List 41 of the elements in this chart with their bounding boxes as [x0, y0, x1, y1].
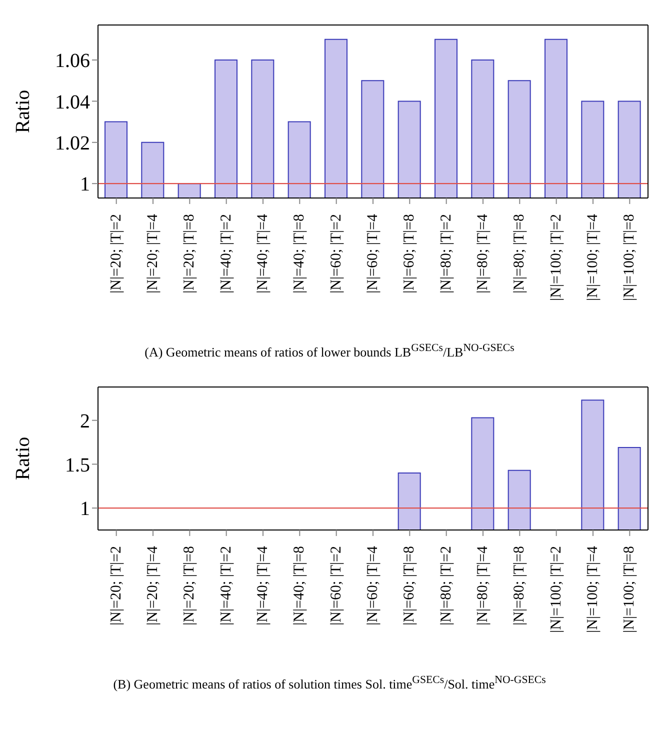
x-tick-label: |N|=40; |T|=4: [255, 546, 271, 626]
x-tick-label: |N|=100; |T|=4: [585, 214, 601, 301]
x-tick-label: |N|=20; |T|=2: [108, 546, 124, 626]
y-axis-title: Ratio: [12, 437, 34, 480]
x-tick-label: |N|=60; |T|=4: [365, 546, 381, 626]
x-tick-label: |N|=80; |T|=2: [438, 546, 454, 626]
y-tick-label: 1.02: [55, 132, 90, 154]
x-tick-label: |N|=100; |T|=2: [548, 546, 564, 634]
y-tick-label: 1.5: [65, 454, 90, 477]
x-tick-label: |N|=60; |T|=8: [402, 546, 418, 626]
x-tick-label: |N|=40; |T|=4: [255, 214, 271, 294]
text: (B) Geometric means of ratios of solution times Sol. time$^{GSECs}$/Sol. time$^{NO-GSECs}$: [112, 674, 547, 693]
y-axis-title: Ratio: [12, 90, 34, 134]
x-tick-label: |N|=60; |T|=8: [402, 214, 418, 294]
x-tick-label: |N|=100; |T|=4: [585, 546, 601, 634]
y-tick-label: 1.04: [55, 91, 90, 114]
x-tick-label: |N|=20; |T|=4: [145, 546, 161, 626]
x-tick-label: |N|=80; |T|=4: [475, 546, 491, 626]
x-tick-label: |N|=100; |T|=8: [622, 214, 638, 301]
x-tick-label: |N|=80; |T|=4: [475, 214, 491, 294]
x-tick-label: |N|=20; |T|=4: [145, 214, 161, 294]
x-tick-label: |N|=80; |T|=8: [512, 546, 528, 626]
x-tick-label: |N|=20; |T|=8: [182, 214, 198, 294]
x-tick-label: |N|=20; |T|=8: [182, 546, 198, 626]
x-tick-label: |N|=60; |T|=4: [365, 214, 381, 294]
y-tick-label: 1.06: [55, 50, 90, 72]
text: (A) Geometric means of ratios of lower bounds LB$^{GSECs}$/LB$^{NO-GSECs}$: [144, 342, 516, 360]
x-tick-label: |N|=20; |T|=2: [108, 214, 124, 294]
x-tick-label: |N|=60; |T|=2: [328, 546, 344, 626]
y-tick-label: 1: [80, 174, 90, 196]
x-tick-label: |N|=100; |T|=2: [548, 214, 564, 301]
x-tick-label: |N|=40; |T|=8: [292, 214, 308, 294]
x-tick-label: |N|=80; |T|=2: [438, 214, 454, 294]
x-tick-label: |N|=80; |T|=8: [512, 214, 528, 294]
x-tick-label: |N|=40; |T|=8: [292, 546, 308, 626]
x-tick-label: |N|=40; |T|=2: [218, 214, 234, 294]
y-tick-label: 1: [80, 498, 90, 520]
x-tick-label: |N|=60; |T|=2: [328, 214, 344, 294]
x-tick-label: |N|=40; |T|=2: [218, 546, 234, 626]
y-tick-label: 2: [80, 410, 90, 433]
x-tick-label: |N|=100; |T|=8: [622, 546, 638, 634]
